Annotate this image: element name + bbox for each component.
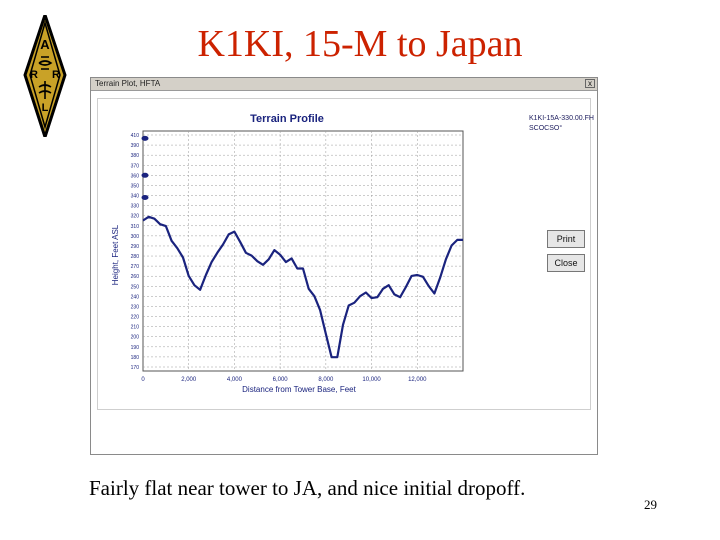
y-tick-label: 340 — [131, 194, 140, 200]
y-tick-label: 350 — [131, 183, 140, 189]
chart-ylabel: Height, Feet ASL — [111, 224, 120, 285]
chart-xlabel: Distance from Tower Base, Feet — [242, 385, 356, 394]
slide-caption: Fairly flat near tower to JA, and nice i… — [89, 476, 526, 500]
y-tick-label: 320 — [131, 214, 140, 220]
x-tick-label: 10,000 — [362, 377, 381, 383]
slide-title: K1KI, 15-M to Japan — [197, 23, 523, 65]
x-tick-label: 2,000 — [181, 377, 197, 383]
antenna-info-line-2: SCOCSO° — [529, 125, 563, 132]
y-tick-label: 230 — [131, 304, 140, 310]
y-tick-label: 390 — [131, 143, 140, 149]
y-tick-label: 380 — [131, 153, 140, 159]
plot-area — [142, 130, 464, 372]
y-tick-label: 410 — [131, 133, 140, 139]
logo-letter-r-left: R — [30, 69, 38, 81]
y-tick-label: 260 — [131, 274, 140, 280]
y-tick-label: 360 — [131, 173, 140, 179]
x-tick-label: 6,000 — [273, 377, 289, 383]
logo-letter-l: L — [42, 102, 49, 114]
terrain-plot-window: Terrain Plot, HFTA x Terrain Profile Hei… — [90, 77, 598, 455]
arrl-logo: A R R L — [23, 15, 67, 137]
chart-title: Terrain Profile — [250, 113, 324, 125]
y-tick-label: 210 — [131, 325, 140, 331]
x-tick-label: 12,000 — [408, 377, 427, 383]
y-tick-label: 220 — [131, 315, 140, 321]
y-tick-label: 330 — [131, 204, 140, 210]
close-button[interactable]: Close — [547, 254, 585, 272]
tower-marker — [141, 172, 149, 178]
window-titlebar[interactable]: Terrain Plot, HFTA x — [91, 78, 597, 91]
y-tick-label: 190 — [131, 345, 140, 351]
window-close-icon[interactable]: x — [585, 79, 595, 88]
y-tick-label: 240 — [131, 294, 140, 300]
y-tick-label: 250 — [131, 284, 140, 290]
client-area-frame — [97, 98, 591, 410]
y-tick-label: 290 — [131, 244, 140, 250]
y-tick-label: 170 — [131, 365, 140, 371]
page-number: 29 — [644, 497, 657, 512]
y-tick-label: 180 — [131, 355, 140, 361]
y-tick-label: 300 — [131, 234, 140, 240]
logo-letter-r-right: R — [52, 69, 60, 81]
x-tick-label: 4,000 — [227, 377, 243, 383]
y-tick-label: 310 — [131, 224, 140, 230]
tower-marker — [141, 135, 149, 141]
window-title: Terrain Plot, HFTA — [95, 79, 161, 88]
terrain-profile-chart: Terrain Profile Height, Feet ASL Distanc… — [111, 113, 464, 394]
tower-marker — [141, 194, 149, 200]
y-tick-label: 270 — [131, 264, 140, 270]
print-button[interactable]: Print — [547, 230, 585, 248]
y-tick-label: 280 — [131, 254, 140, 260]
y-tick-label: 200 — [131, 335, 140, 341]
x-tick-label: 0 — [141, 377, 145, 383]
x-tick-label: 8,000 — [318, 377, 334, 383]
terrain-line — [142, 215, 463, 359]
logo-letter-a: A — [40, 37, 50, 52]
antenna-info-line-1: K1KI-15A-330.00.FH — [529, 115, 594, 122]
antenna-info-label: K1KI-15A-330.00.FH SCOCSO° — [529, 114, 594, 134]
y-tick-label: 370 — [131, 163, 140, 169]
